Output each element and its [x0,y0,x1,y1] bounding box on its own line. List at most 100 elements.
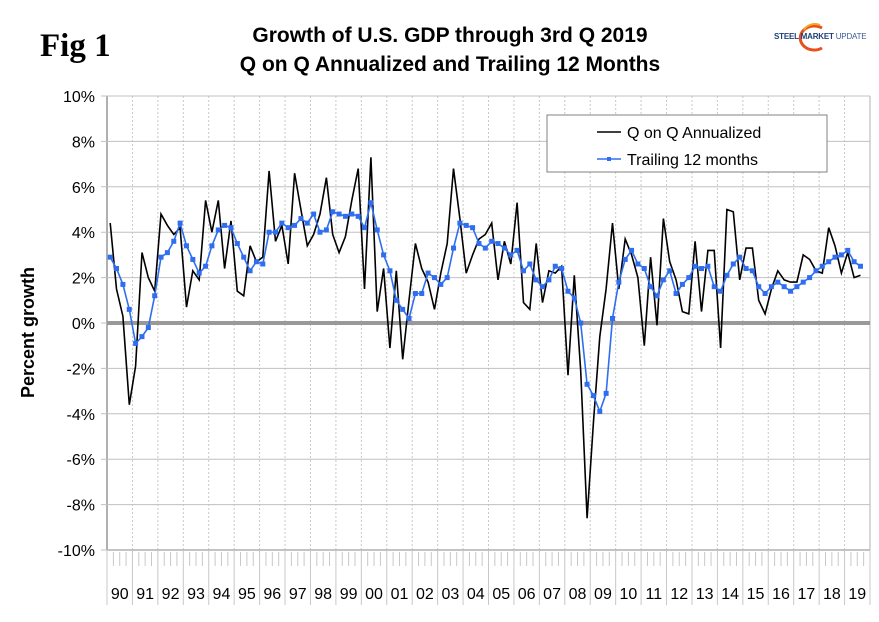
trailing-point [845,247,851,253]
series-line-qoq-annualized [109,157,861,519]
trailing-point [597,409,603,415]
x-tick-label: 16 [772,586,790,603]
x-tick-label: 19 [848,586,866,603]
x-tick-label: 10 [619,586,637,603]
x-axis-ticks [106,550,871,605]
trailing-point [304,220,310,226]
trailing-point [368,200,374,206]
trailing-point [412,290,418,296]
x-tick-label: 90 [111,586,129,603]
trailing-point [768,284,774,290]
trailing-point [679,281,685,287]
trailing-point [832,254,838,260]
y-tick-label: 8% [72,134,95,151]
trailing-point [311,211,317,217]
trailing-point [253,259,259,265]
legend-label-qoq: Q on Q Annualized [627,125,761,142]
x-tick-label: 08 [569,586,587,603]
trailing-point [336,211,342,217]
trailing-point [711,284,717,290]
trailing-point [120,281,126,287]
trailing-point [247,268,253,274]
trailing-point [126,306,132,312]
trailing-point [419,290,425,296]
trailing-point [463,222,469,228]
trailing-point [355,213,361,219]
y-tick-label: 2% [72,271,95,288]
trailing-point [857,263,863,269]
trailing-point [374,227,380,233]
trailing-point [826,259,832,265]
chart-title: Growth of U.S. GDP through 3rd Q 2019 [252,24,648,47]
trailing-point [508,252,514,258]
trailing-point [476,241,482,247]
trailing-point [133,340,139,346]
x-tick-label: 11 [646,586,663,603]
x-tick-label: 92 [162,586,180,603]
trailing-point [781,284,787,290]
legend: Q on Q Annualized Trailing 12 months [546,114,828,173]
trailing-point [565,288,571,294]
trailing-point [648,284,654,290]
trailing-point [139,334,145,340]
trailing-point [292,222,298,228]
trailing-point [444,275,450,281]
trailing-point [673,290,679,296]
logo-text-update: UPDATE [835,32,867,41]
trailing-point [699,266,705,272]
trailing-point [323,227,329,233]
trailing-point [317,229,323,235]
trailing-point [228,225,234,231]
x-tick-label: 97 [289,586,307,603]
trailing-point [393,297,399,303]
legend-marker-trailing [607,157,611,161]
trailing-point [718,288,724,294]
trailing-point [546,277,552,283]
trailing-point [183,243,189,249]
y-tick-label: 4% [72,225,95,242]
trailing-point [457,220,463,226]
trailing-point [470,225,476,231]
trailing-point [737,254,743,260]
trailing-point [171,238,177,244]
y-tick-label: 10% [63,89,95,106]
x-tick-label: 09 [594,586,612,603]
trailing-point [266,229,272,235]
trailing-point [107,254,113,260]
trailing-point [520,268,526,274]
chart-subtitle: Q on Q Annualized and Trailing 12 Months [239,53,661,76]
trailing-point [705,263,711,269]
trailing-point [298,216,304,222]
trailing-point [794,284,800,290]
trailing-point [807,275,813,281]
x-tick-label: 95 [238,586,256,603]
series-lines [109,157,861,519]
y-tick-label: 0% [72,316,95,333]
trailing-point [514,247,520,253]
trailing-point [686,275,692,281]
trailing-point [349,211,355,217]
y-tick-label: 6% [72,180,95,197]
trailing-point [406,315,412,321]
steel-market-update-logo: STEEL MARKET UPDATE [770,22,870,52]
x-tick-label: 15 [747,586,765,603]
trailing-point [342,213,348,219]
trailing-point [762,290,768,296]
x-tick-label: 96 [263,586,281,603]
x-tick-label: 93 [187,586,205,603]
legend-label-trailing: Trailing 12 months [627,152,758,169]
trailing-point [635,261,641,267]
trailing-point [330,209,336,215]
trailing-point [756,284,762,290]
trailing-point [813,268,819,274]
trailing-point [495,241,501,247]
trailing-point [234,241,240,247]
trailing-point [692,263,698,269]
trailing-point [533,277,539,283]
y-tick-label: -4% [67,407,95,424]
trailing-point [571,295,577,301]
trailing-point [145,325,151,331]
logo-text: STEEL MARKET UPDATE [774,32,867,41]
trailing-point [584,381,590,387]
logo-text-steel: STEEL [774,32,799,41]
